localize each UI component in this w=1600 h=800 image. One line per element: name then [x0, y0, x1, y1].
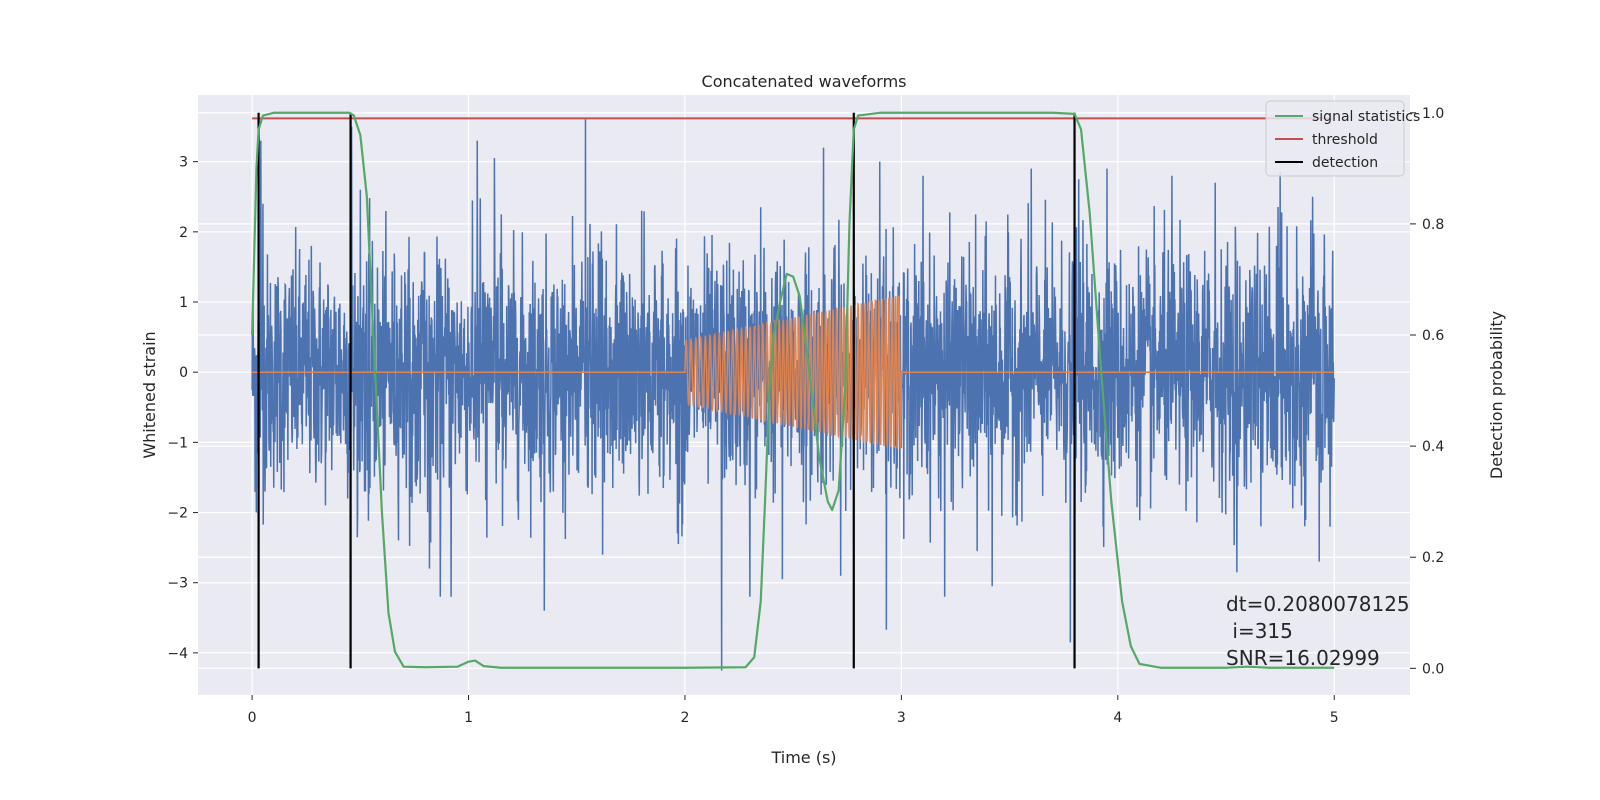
right-y-axis-label: Detection probability: [1487, 311, 1506, 479]
right-y-tick-label: 1.0: [1422, 106, 1444, 122]
signal-statistics-line: [251, 111, 1335, 669]
annotation-text: dt=0.2080078125: [1226, 592, 1410, 616]
left-y-tick-label: −1: [167, 435, 188, 451]
x-tick-label: 1: [464, 710, 473, 726]
left-y-tick-label: 2: [179, 225, 188, 241]
chirp-line: [252, 295, 1335, 450]
left-y-tick-label: 3: [179, 155, 188, 171]
right-y-tick-label: 0.0: [1422, 661, 1444, 677]
left-y-tick-label: −4: [167, 646, 188, 662]
left-y-tick-label: 1: [179, 295, 188, 311]
x-axis-label: Time (s): [770, 748, 836, 767]
right-y-tick-label: 0.6: [1422, 328, 1444, 344]
legend-box: [1265, 100, 1405, 177]
right-y-tick-label: 0.4: [1422, 439, 1444, 455]
x-tick-label: 0: [248, 710, 257, 726]
left-y-tick-label: −2: [167, 506, 188, 522]
x-tick-label: 4: [1113, 710, 1122, 726]
right-y-tick-label: 0.8: [1422, 217, 1444, 233]
x-tick-label: 3: [897, 710, 906, 726]
left-y-axis-ticks: −4 −3 −2 −1 0 1 2 3: [167, 155, 198, 662]
signal-statistics-series: [251, 111, 1335, 669]
detection-series: [257, 112, 1076, 669]
x-axis-ticks: 0 1 2 3 4 5: [248, 695, 1339, 726]
annotation-text: SNR=16.02999: [1226, 646, 1380, 670]
x-tick-label: 5: [1330, 710, 1339, 726]
legend: signal statistics threshold detection: [1265, 100, 1420, 177]
left-y-tick-label: −3: [167, 576, 188, 592]
x-tick-label: 2: [681, 710, 690, 726]
annotations: dt=0.2080078125 i=315 SNR=16.02999: [1226, 592, 1410, 670]
right-y-tick-label: 0.2: [1422, 550, 1444, 566]
annotation-text: i=315: [1226, 619, 1293, 643]
legend-label: threshold: [1312, 132, 1378, 148]
chart-title: Concatenated waveforms: [702, 72, 907, 91]
right-y-axis-ticks: 0.0 0.2 0.4 0.6 0.8 1.0: [1410, 106, 1444, 677]
legend-label: detection: [1312, 155, 1378, 171]
left-y-tick-label: 0: [179, 365, 188, 381]
left-y-axis-label: Whitened strain: [140, 331, 159, 458]
chirp-template-series: [252, 295, 1335, 450]
legend-label: signal statistics: [1312, 109, 1420, 125]
whitened-strain-series: [251, 119, 1335, 671]
strain-line: [251, 119, 1335, 671]
